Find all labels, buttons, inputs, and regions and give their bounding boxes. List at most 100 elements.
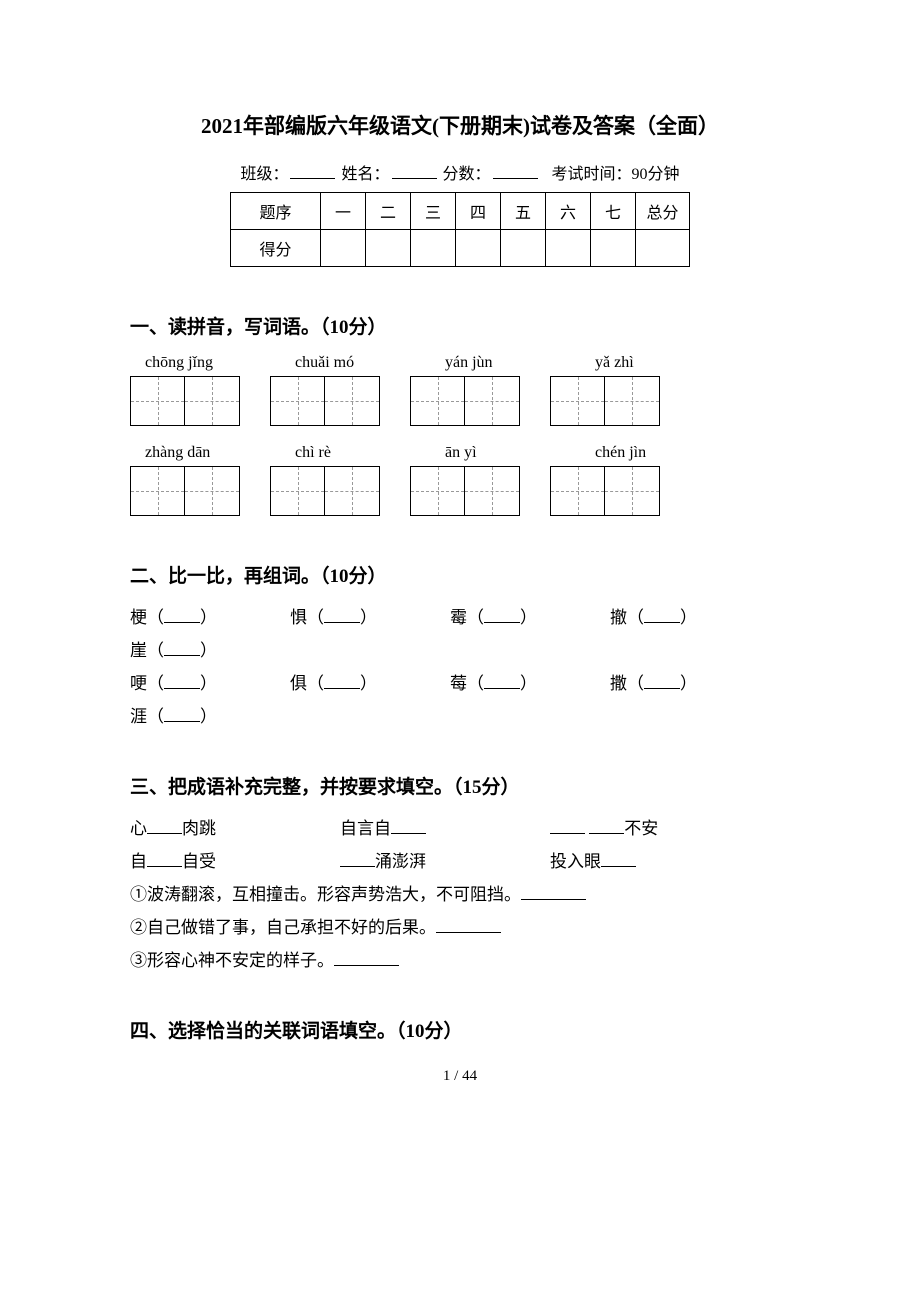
word-blank[interactable] [324,688,360,689]
idiom-item: 自自受 [130,847,340,872]
char-box-pair[interactable] [130,466,240,516]
idiom-blank[interactable] [147,833,182,834]
word-item: 哽（） [130,669,290,694]
word-item: 惧（） [290,603,450,628]
desc-blank[interactable] [334,965,399,966]
score-cell[interactable] [366,230,411,267]
word-blank[interactable] [484,688,520,689]
pinyin-row: zhàng dān chì rè ān yì chén jìn [130,444,790,462]
idiom-row: 心肉跳 自言自 不安 [130,814,790,839]
word-blank[interactable] [164,721,200,722]
pinyin-label: chì rè [295,444,415,462]
score-blank[interactable] [493,178,538,179]
col-header: 四 [456,193,501,230]
score-cell[interactable] [636,230,690,267]
section-heading: 四、选择恰当的关联词语填空。（10分） [130,1016,790,1043]
idiom-blank[interactable] [550,833,585,834]
table-row: 得分 [231,230,690,267]
idiom-blank[interactable] [340,866,375,867]
word-blank[interactable] [324,622,360,623]
col-header: 六 [546,193,591,230]
pinyin-label: yán jùn [445,354,565,372]
idiom-row: 自自受 涌澎湃 投入眼 [130,847,790,872]
desc-line: ③形容心神不安定的样子。 [130,946,790,971]
score-label: 分数： [443,166,491,183]
word-blank[interactable] [644,688,680,689]
pinyin-label: ān yì [445,444,565,462]
char-box-pair[interactable] [130,376,240,426]
desc-blank[interactable] [521,899,586,900]
idiom-item: 涌澎湃 [340,847,550,872]
score-cell[interactable] [591,230,636,267]
idiom-item: 投入眼 [550,847,760,872]
idiom-blank[interactable] [589,833,624,834]
idiom-item: 不安 [550,814,760,839]
col-header: 二 [366,193,411,230]
idiom-item: 自言自 [340,814,550,839]
score-table: 题序 一 二 三 四 五 六 七 总分 得分 [230,192,690,267]
section-heading: 三、把成语补充完整，并按要求填空。（15分） [130,772,790,799]
section-heading: 一、读拼音，写词语。（10分） [130,312,790,339]
name-blank[interactable] [392,178,437,179]
word-row: 梗（） 惧（） 霉（） 撤（） [130,603,790,628]
char-box-pair[interactable] [550,376,660,426]
idiom-blank[interactable] [147,866,182,867]
pinyin-label: chuǎi mó [295,354,415,372]
pinyin-label: chōng jǐng [145,354,265,372]
word-blank[interactable] [164,622,200,623]
char-box-pair[interactable] [270,376,380,426]
score-cell[interactable] [456,230,501,267]
word-item: 涯（） [130,702,290,727]
char-box-pair[interactable] [410,466,520,516]
pinyin-row: chōng jǐng chuǎi mó yán jùn yǎ zhì [130,354,790,372]
table-row: 题序 一 二 三 四 五 六 七 总分 [231,193,690,230]
idiom-blank[interactable] [601,866,636,867]
idiom-item: 心肉跳 [130,814,340,839]
desc-blank[interactable] [436,932,501,933]
col-header: 三 [411,193,456,230]
char-box-pair[interactable] [550,466,660,516]
section-heading: 二、比一比，再组词。（10分） [130,561,790,588]
class-blank[interactable] [290,178,335,179]
idiom-blank[interactable] [391,833,426,834]
score-row-label: 得分 [231,230,321,267]
time-label: 考试时间：90分钟 [552,166,680,183]
desc-line: ①波涛翻滚，互相撞击。形容声势浩大，不可阻挡。 [130,880,790,905]
word-item: 俱（） [290,669,450,694]
page-number: 1 / 44 [130,1068,790,1085]
score-cell[interactable] [321,230,366,267]
word-item: 撤（） [610,603,770,628]
word-item: 莓（） [450,669,610,694]
score-cell[interactable] [411,230,456,267]
pinyin-label: yǎ zhì [595,354,715,372]
score-cell[interactable] [546,230,591,267]
desc-line: ②自己做错了事，自己承担不好的后果。 [130,913,790,938]
total-header: 总分 [636,193,690,230]
col-header: 一 [321,193,366,230]
pinyin-label: chén jìn [595,444,715,462]
header-label: 题序 [231,193,321,230]
section-1: 一、读拼音，写词语。（10分） chōng jǐng chuǎi mó yán … [130,312,790,516]
section-4: 四、选择恰当的关联词语填空。（10分） [130,1016,790,1043]
word-item: 崖（） [130,636,290,661]
exam-title: 2021年部编版六年级语文(下册期末)试卷及答案（全面） [130,110,790,140]
section-2: 二、比一比，再组词。（10分） 梗（） 惧（） 霉（） 撤（） 崖（） 哽（） … [130,561,790,727]
word-row: 涯（） [130,702,790,727]
word-item: 霉（） [450,603,610,628]
score-cell[interactable] [501,230,546,267]
word-item: 梗（） [130,603,290,628]
char-box-pair[interactable] [270,466,380,516]
info-line: 班级： 姓名： 分数： 考试时间：90分钟 [130,160,790,184]
name-label: 姓名： [341,166,389,183]
char-box-pair[interactable] [410,376,520,426]
word-item: 撒（） [610,669,770,694]
char-box-row [130,466,790,516]
word-blank[interactable] [644,622,680,623]
word-blank[interactable] [484,622,520,623]
char-box-row [130,376,790,426]
word-blank[interactable] [164,688,200,689]
section-3: 三、把成语补充完整，并按要求填空。（15分） 心肉跳 自言自 不安 自自受 涌澎… [130,772,790,971]
pinyin-label: zhàng dān [145,444,265,462]
col-header: 七 [591,193,636,230]
word-blank[interactable] [164,655,200,656]
